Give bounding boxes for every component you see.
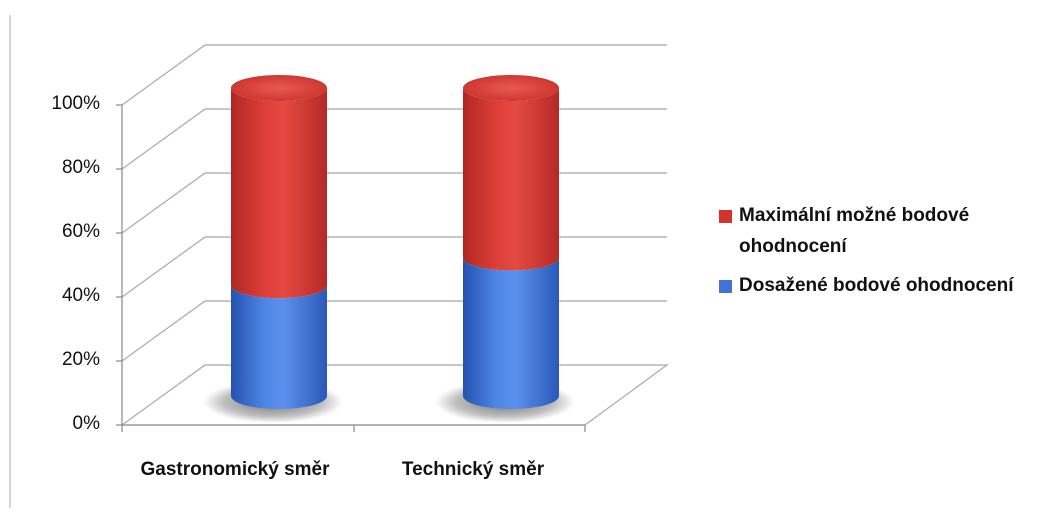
side-gridline	[121, 300, 206, 362]
bar-top-cap	[231, 75, 327, 101]
side-gridline	[121, 108, 206, 170]
category-label-gastronomicky: Gastronomický směr	[140, 459, 330, 480]
legend: Maximální možné bodové ohodnocení Dosaže…	[719, 200, 1039, 309]
legend-item-max: Maximální možné bodové ohodnocení	[719, 200, 1039, 262]
y-tick-label: 20%	[61, 349, 100, 370]
side-gridline	[121, 236, 206, 298]
bar-segment-max	[463, 88, 559, 271]
floor-outline	[121, 364, 669, 426]
y-tick-label: 100%	[51, 93, 100, 114]
legend-label-max: Maximální možné bodové ohodnocení	[739, 205, 970, 257]
y-tick-label: 60%	[61, 221, 100, 242]
bar-segment-max	[231, 88, 327, 299]
legend-swatch-achieved	[719, 280, 732, 293]
side-gridline	[121, 172, 206, 234]
category-label-technicky: Technický směr	[401, 459, 545, 480]
legend-item-achieved: Dosažené bodové ohodnocení	[719, 270, 1039, 301]
side-gridline	[121, 44, 206, 106]
bar-group	[435, 75, 575, 423]
bar-segment-achieved	[231, 285, 327, 409]
legend-label-achieved: Dosažené bodové ohodnocení	[739, 275, 1014, 296]
y-tick-label: 80%	[61, 157, 100, 178]
legend-swatch-max	[719, 210, 732, 223]
bar-group	[203, 75, 343, 423]
bar-top-cap	[463, 75, 559, 101]
y-tick-label: 0%	[72, 413, 100, 434]
y-tick-label: 40%	[61, 285, 100, 306]
bar-segment-achieved	[463, 257, 559, 409]
